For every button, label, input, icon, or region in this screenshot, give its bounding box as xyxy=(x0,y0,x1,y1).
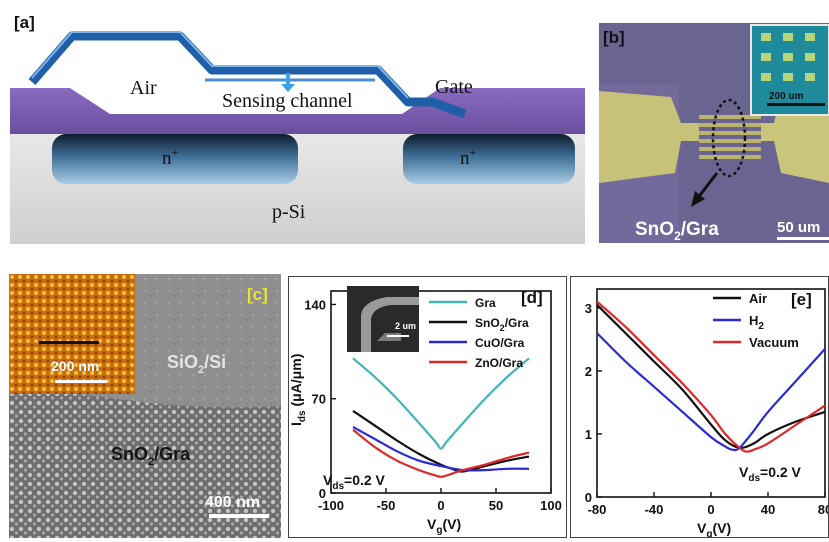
inset-pads xyxy=(761,33,815,81)
e-ytick-label: 2 xyxy=(585,364,592,379)
panel-d-inset-sem xyxy=(347,286,419,352)
d-xlabel: Vg(V) xyxy=(427,516,461,536)
panel-e-chart: -80 -40 0 40 80 0 1 2 3 Vg(V) Ids (mA) [e] Air H2 Va… xyxy=(554,276,829,540)
d-series-line-cuogra xyxy=(352,426,530,472)
d-legend-label: SnO2/Gra xyxy=(475,316,529,333)
n-plus-right-region xyxy=(403,134,575,184)
e-xtick-label: -40 xyxy=(645,502,664,517)
pointer-arrow-icon xyxy=(695,172,719,200)
e-xlabel: Vg(V) xyxy=(697,520,731,537)
p-si-label: p-Si xyxy=(272,201,306,223)
panel-d-inset-scalebar-label: 2 um xyxy=(395,321,416,331)
air-label: Air xyxy=(130,77,157,99)
panel-b-sample-label: SnO2/Gra xyxy=(635,219,719,243)
panel-c-svg: 200 nm [c] SiO2/Si SnO2/Gra 400 nm xyxy=(9,274,281,538)
e-series-line-air xyxy=(596,304,826,449)
panel-a-tag: [a] xyxy=(14,13,35,32)
panel-d-legend: Gra SnO2/Gra CuO/Gra ZnO/Gra xyxy=(429,296,529,370)
d-ytick-label: 140 xyxy=(304,297,326,312)
panel-e-svg: -80 -40 0 40 80 0 1 2 3 Vg(V) Ids (mA) [e] Air H2 Va… xyxy=(554,288,829,540)
panel-b-scalebar-label: 50 um xyxy=(777,219,820,236)
panel-c-sem-image: 200 nm [c] SiO2/Si SnO2/Gra 400 nm xyxy=(9,274,281,538)
panel-e-legend: Air H2 Vacuum xyxy=(713,291,799,350)
panel-d-chart: -100 -50 0 50 100 0 70 140 Vg(V) Ids (μA/μm) 2 um… xyxy=(288,276,567,538)
panel-b-svg: 200 um [b] SnO2/Gra 50 um xyxy=(599,23,829,243)
e-ylabel: Ids (mA) xyxy=(571,376,574,427)
sno2-gra-region xyxy=(9,390,281,538)
panel-b-tag: [b] xyxy=(603,28,625,47)
sio2-si-label: SiO2/Si xyxy=(167,352,226,376)
oxide-layer xyxy=(10,88,585,134)
e-ytick-label: 1 xyxy=(585,427,592,442)
panel-d-tag: [d] xyxy=(521,288,543,307)
d-ylabel: Ids (μA/μm) xyxy=(289,354,308,426)
gate-label: Gate xyxy=(435,76,473,98)
d-series-line-gra xyxy=(352,357,530,450)
e-xtick-label: 40 xyxy=(761,502,775,517)
e-legend-label: H2 xyxy=(749,313,764,332)
e-legend-label: Vacuum xyxy=(749,335,799,350)
left-electrode xyxy=(599,91,699,183)
d-xtick-label: -100 xyxy=(318,498,344,513)
d-series-line-znogra xyxy=(352,428,530,478)
e-legend-label: Air xyxy=(749,291,767,306)
panel-a-device-schematic: [a] Air Sensing channel Gate n+ n+ p-Si xyxy=(10,6,585,244)
panel-c-afm-inset xyxy=(9,274,135,394)
d-xtick-label: 0 xyxy=(437,498,444,513)
panel-b-inset-scalebar-label: 200 um xyxy=(769,91,804,102)
d-xtick-label: 100 xyxy=(540,498,562,513)
d-legend-label: ZnO/Gra xyxy=(475,356,523,370)
n-plus-left-label: n+ xyxy=(162,145,179,169)
d-legend-label: CuO/Gra xyxy=(475,336,525,350)
panel-d-svg: -100 -50 0 50 100 0 70 140 Vg(V) Ids (μA/μm) 2 um… xyxy=(288,286,562,536)
sensing-channel-label: Sensing channel xyxy=(222,90,353,112)
panel-a-svg: [a] Air Sensing channel Gate n+ n+ p-Si xyxy=(10,13,585,244)
e-xtick-label: 80 xyxy=(818,502,828,517)
d-ytick-label: 0 xyxy=(319,486,326,501)
panel-d-vds-note: Vds=0.2 V xyxy=(323,472,386,492)
d-xtick-label: 50 xyxy=(489,498,503,513)
e-ytick-label: 0 xyxy=(585,490,592,505)
e-xtick-label: -80 xyxy=(588,502,607,517)
panel-e-vds-note: Vds=0.2 V xyxy=(739,464,802,484)
panel-c-scalebar-label: 400 nm xyxy=(205,494,260,511)
e-series-line-vacuum xyxy=(596,300,826,453)
sensing-area-highlight xyxy=(711,98,747,178)
gate-electrode xyxy=(28,31,467,119)
d-legend-label: Gra xyxy=(475,296,496,310)
e-series-line-h2 xyxy=(596,332,826,452)
right-electrode xyxy=(761,95,829,183)
panel-e-tag: [e] xyxy=(791,290,812,309)
e-ytick-label: 3 xyxy=(585,301,592,316)
panel-b-optical-image: 200 um [b] SnO2/Gra 50 um xyxy=(599,23,829,243)
interdigitated-fingers xyxy=(699,115,761,159)
channel-arrow-icon xyxy=(281,73,295,92)
e-xtick-label: 0 xyxy=(707,502,714,517)
n-plus-left-region xyxy=(52,134,298,184)
gate-highlight xyxy=(31,31,409,99)
panel-c-tag: [c] xyxy=(247,285,268,304)
d-xtick-label: -50 xyxy=(377,498,396,513)
d-ytick-label: 70 xyxy=(312,392,326,407)
panel-c-inset-scalebar-label: 200 nm xyxy=(51,358,99,374)
sno2-gra-label: SnO2/Gra xyxy=(111,444,191,468)
n-plus-right-label: n+ xyxy=(460,145,477,169)
